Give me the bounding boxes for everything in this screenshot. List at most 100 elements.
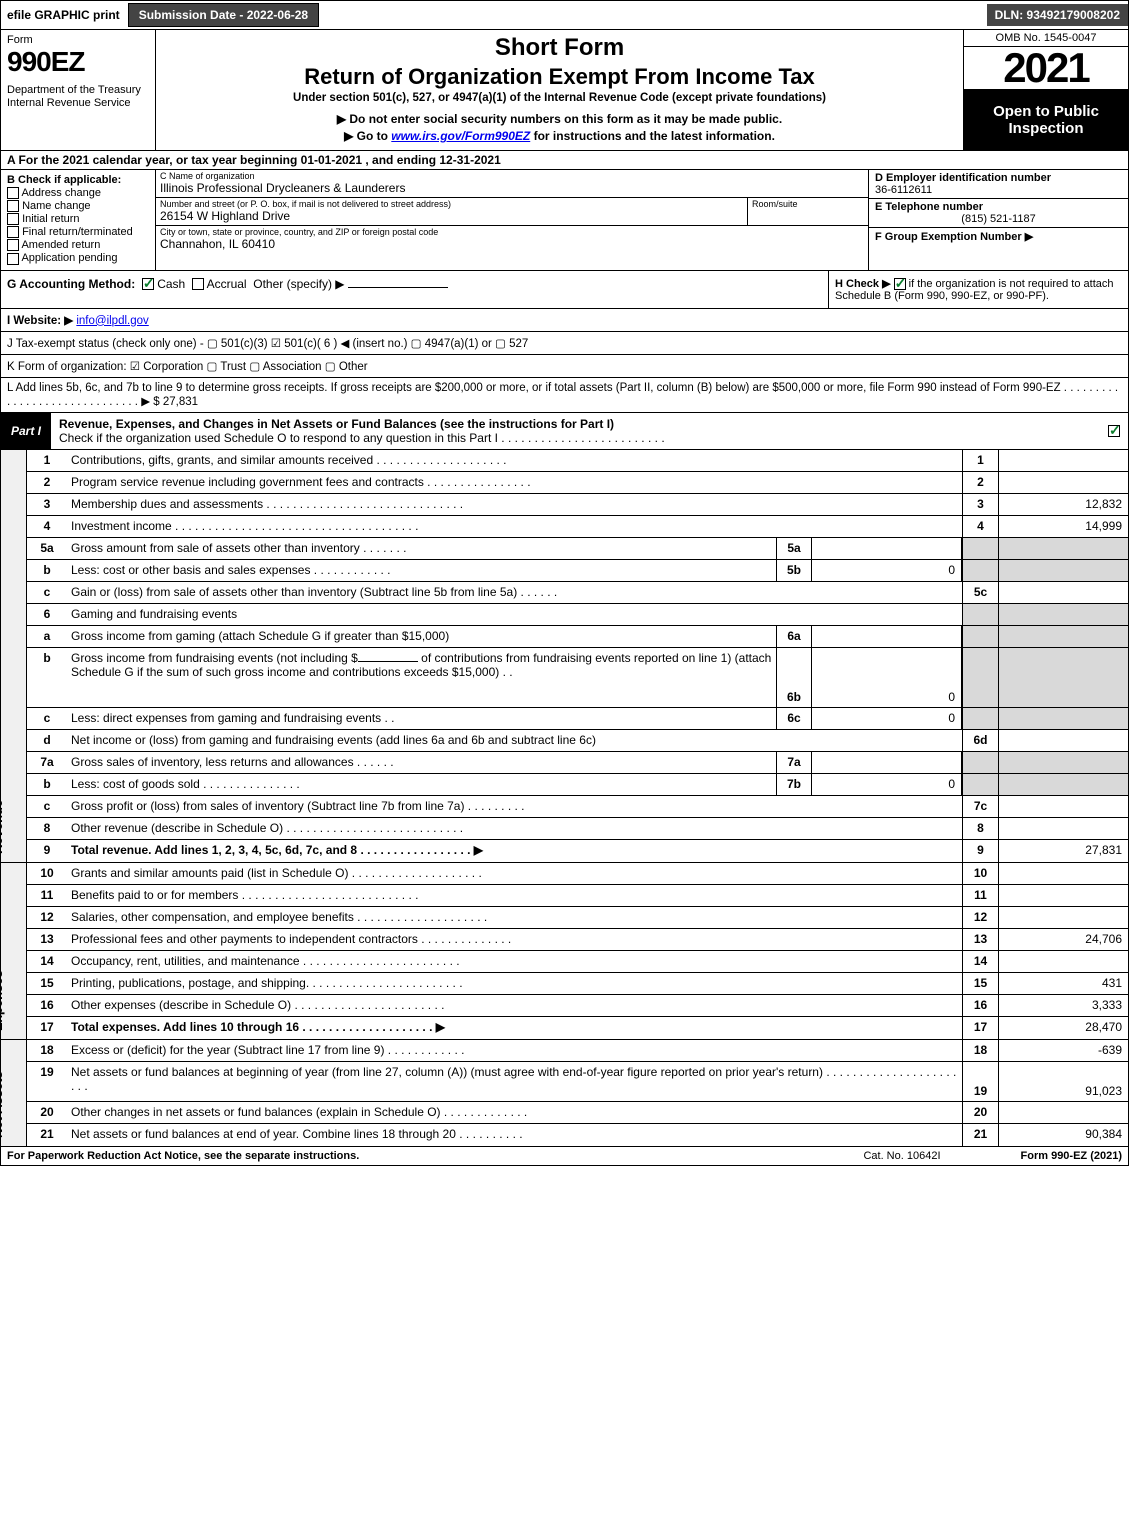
part-1-header: Part I Revenue, Expenses, and Changes in… [0, 413, 1129, 450]
accounting-method-label: G Accounting Method: [7, 277, 135, 291]
row-k-form-of-org: K Form of organization: ☑ Corporation ▢ … [0, 355, 1129, 378]
tel-label: E Telephone number [875, 201, 1122, 213]
org-name-value: Illinois Professional Drycleaners & Laun… [156, 181, 868, 197]
line-6: 6Gaming and fundraising events [27, 604, 1128, 626]
chk-name-change[interactable]: Name change [7, 200, 149, 212]
website-link[interactable]: info@ilpdl.gov [76, 315, 148, 327]
footer-catno: Cat. No. 10642I [863, 1150, 940, 1162]
line-6d: dNet income or (loss) from gaming and fu… [27, 730, 1128, 752]
line-6b: bGross income from fundraising events (n… [27, 648, 1128, 708]
line-12: 12Salaries, other compensation, and empl… [27, 907, 1128, 929]
city-label: City or town, state or province, country… [156, 226, 868, 237]
ein-label: D Employer identification number [875, 172, 1122, 184]
title-short-form: Short Form [162, 34, 957, 62]
line-18: 18Excess or (deficit) for the year (Subt… [27, 1040, 1128, 1062]
note-goto-pre: ▶ Go to [344, 129, 391, 143]
top-bar: efile GRAPHIC print Submission Date - 20… [0, 0, 1129, 30]
row-l-gross-receipts: L Add lines 5b, 6c, and 7b to line 9 to … [0, 378, 1129, 413]
line-7a: 7aGross sales of inventory, less returns… [27, 752, 1128, 774]
form-label: Form [7, 34, 149, 46]
side-label-revenue: Revenue [1, 450, 27, 862]
ein-value: 36-6112611 [875, 184, 1122, 196]
line-20: 20Other changes in net assets or fund ba… [27, 1102, 1128, 1124]
chk-accrual[interactable] [192, 278, 204, 290]
row-l-value: 27,831 [163, 396, 198, 408]
line-7b: bLess: cost of goods sold . . . . . . . … [27, 774, 1128, 796]
section-b: B Check if applicable: Address change Na… [1, 170, 156, 270]
title-return: Return of Organization Exempt From Incom… [162, 64, 957, 90]
block-bcdef: B Check if applicable: Address change Na… [0, 170, 1129, 271]
dln-label: DLN: 93492179008202 [987, 4, 1128, 26]
net-assets-section: Net Assets 18Excess or (deficit) for the… [0, 1040, 1129, 1147]
section-e: E Telephone number (815) 521-1187 [869, 199, 1128, 228]
city-value: Channahon, IL 60410 [156, 237, 868, 253]
note-ssn: ▶ Do not enter social security numbers o… [162, 112, 957, 126]
open-to-public: Open to Public Inspection [964, 89, 1128, 150]
line-17: 17Total expenses. Add lines 10 through 1… [27, 1017, 1128, 1039]
line-6c: cLess: direct expenses from gaming and f… [27, 708, 1128, 730]
line-4: 4Investment income . . . . . . . . . . .… [27, 516, 1128, 538]
section-def: D Employer identification number 36-6112… [868, 170, 1128, 270]
side-label-expenses: Expenses [1, 863, 27, 1039]
line-3: 3Membership dues and assessments . . . .… [27, 494, 1128, 516]
footer-form-no: Form 990-EZ (2021) [1021, 1150, 1122, 1162]
irs-link[interactable]: www.irs.gov/Form990EZ [391, 129, 530, 143]
chk-cash[interactable] [142, 278, 154, 290]
part-1-badge: Part I [1, 413, 51, 449]
row-gh: G Accounting Method: Cash Accrual Other … [0, 271, 1129, 309]
part-1-title: Revenue, Expenses, and Changes in Net As… [59, 417, 614, 431]
chk-initial-return[interactable]: Initial return [7, 213, 149, 225]
section-b-heading: B Check if applicable: [7, 174, 149, 186]
line-8: 8Other revenue (describe in Schedule O) … [27, 818, 1128, 840]
lbl-accrual: Accrual [207, 277, 247, 291]
chk-schedule-b[interactable] [894, 278, 906, 290]
row-j-tax-exempt: J Tax-exempt status (check only one) - ▢… [0, 332, 1129, 355]
line-5a: 5aGross amount from sale of assets other… [27, 538, 1128, 560]
lbl-cash: Cash [157, 277, 185, 291]
section-h: H Check ▶ if the organization is not req… [828, 271, 1128, 308]
expenses-section: Expenses 10Grants and similar amounts pa… [0, 863, 1129, 1040]
part-1-sub: Check if the organization used Schedule … [59, 431, 665, 445]
submission-date-button[interactable]: Submission Date - 2022-06-28 [128, 3, 319, 27]
form-number: 990EZ [7, 46, 149, 78]
footer-paperwork: For Paperwork Reduction Act Notice, see … [7, 1150, 863, 1162]
line-16: 16Other expenses (describe in Schedule O… [27, 995, 1128, 1017]
other-specify-input[interactable] [348, 287, 448, 288]
lbl-other: Other (specify) ▶ [253, 277, 344, 291]
section-c: C Name of organization Illinois Professi… [156, 170, 868, 270]
section-g: G Accounting Method: Cash Accrual Other … [1, 271, 828, 308]
line-14: 14Occupancy, rent, utilities, and mainte… [27, 951, 1128, 973]
form-header: Form 990EZ Department of the Treasury In… [0, 30, 1129, 151]
line-7c: cGross profit or (loss) from sales of in… [27, 796, 1128, 818]
note-goto-post: for instructions and the latest informat… [530, 129, 775, 143]
chk-final-return[interactable]: Final return/terminated [7, 226, 149, 238]
under-section: Under section 501(c), 527, or 4947(a)(1)… [162, 92, 957, 104]
chk-application-pending[interactable]: Application pending [7, 252, 149, 264]
line-5c: cGain or (loss) from sale of assets othe… [27, 582, 1128, 604]
line-5b: bLess: cost or other basis and sales exp… [27, 560, 1128, 582]
line-10: 10Grants and similar amounts paid (list … [27, 863, 1128, 885]
chk-schedule-o-part1[interactable] [1108, 425, 1120, 437]
tel-value: (815) 521-1187 [875, 213, 1122, 225]
chk-amended-return[interactable]: Amended return [7, 239, 149, 251]
department-label: Department of the Treasury Internal Reve… [7, 84, 149, 110]
efile-label: efile GRAPHIC print [3, 8, 120, 22]
tax-year: 2021 [964, 47, 1128, 89]
addr-label: Number and street (or P. O. box, if mail… [156, 198, 747, 209]
revenue-section: Revenue 1Contributions, gifts, grants, a… [0, 450, 1129, 863]
section-f: F Group Exemption Number ▶ [869, 228, 1128, 270]
line-13: 13Professional fees and other payments t… [27, 929, 1128, 951]
note-goto: ▶ Go to www.irs.gov/Form990EZ for instru… [162, 129, 957, 143]
header-mid: Short Form Return of Organization Exempt… [156, 30, 963, 150]
h-label-pre: H Check ▶ [835, 278, 894, 290]
header-right: OMB No. 1545-0047 2021 Open to Public In… [963, 30, 1128, 150]
line-19: 19Net assets or fund balances at beginni… [27, 1062, 1128, 1102]
line-11: 11Benefits paid to or for members . . . … [27, 885, 1128, 907]
chk-address-change[interactable]: Address change [7, 187, 149, 199]
footer: For Paperwork Reduction Act Notice, see … [0, 1147, 1129, 1166]
line-6a: aGross income from gaming (attach Schedu… [27, 626, 1128, 648]
section-d: D Employer identification number 36-6112… [869, 170, 1128, 199]
line-9: 9Total revenue. Add lines 1, 2, 3, 4, 5c… [27, 840, 1128, 862]
row-i-website: I Website: ▶ info@ilpdl.gov [0, 309, 1129, 332]
group-exemption-label: F Group Exemption Number ▶ [875, 231, 1033, 243]
